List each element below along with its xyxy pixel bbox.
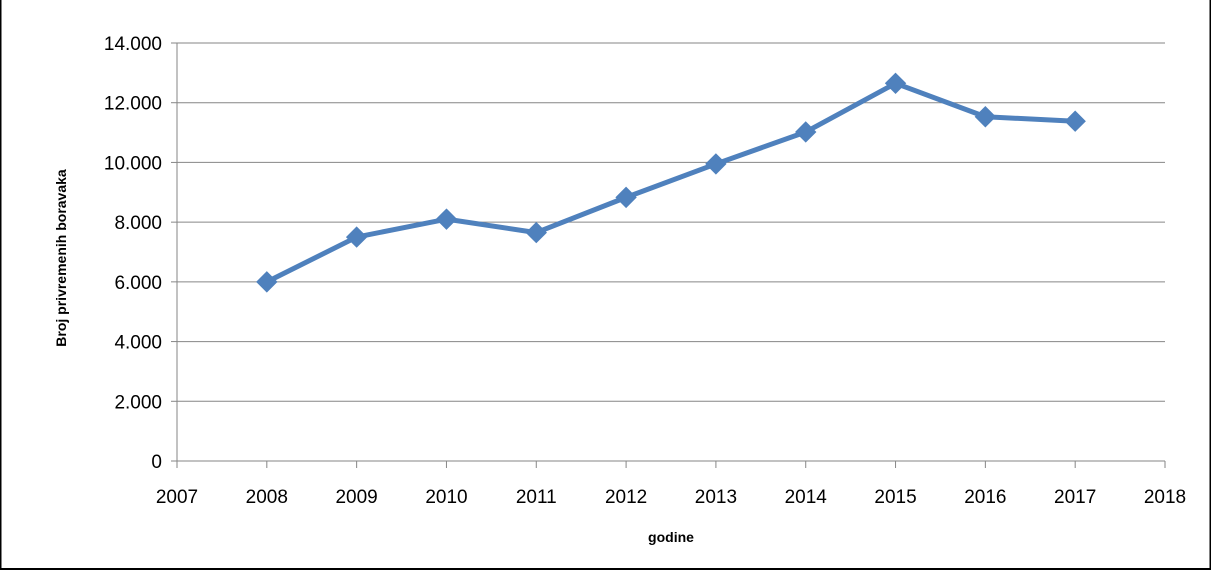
y-tick-label: 0 [151, 452, 162, 473]
x-tick-label: 2017 [1054, 487, 1096, 508]
x-tick-label: 2010 [425, 487, 467, 508]
data-point-marker [435, 208, 458, 230]
y-tick-label: 10.000 [104, 153, 162, 174]
y-tick-label: 14.000 [104, 34, 162, 55]
data-point-marker [795, 121, 817, 143]
data-point-marker [256, 271, 278, 293]
data-series [256, 72, 1086, 293]
x-tick-label: 2018 [1144, 487, 1186, 508]
x-axis-title: godine [648, 529, 694, 545]
data-point-marker [1064, 110, 1086, 132]
x-tick-label: 2013 [695, 487, 737, 508]
x-tick-label: 2008 [246, 487, 288, 508]
data-point-marker [345, 226, 368, 248]
y-axis-title: Broj privremenih boravaka [53, 169, 69, 347]
gridlines [177, 42, 1165, 402]
x-tick-label: 2012 [605, 487, 647, 508]
x-tick-label: 2014 [785, 487, 828, 508]
y-tick-label: 8.000 [114, 213, 162, 234]
x-tick-label: 2015 [874, 487, 916, 508]
y-tick-label: 12.000 [104, 94, 162, 115]
y-tick-label: 4.000 [114, 333, 162, 354]
y-tick-label: 6.000 [114, 273, 162, 294]
data-point-marker [615, 186, 637, 209]
data-point-marker [705, 153, 727, 175]
tick-labels: 0 2.000 4.000 6.000 8.000 10.000 12.000 14.000 2… [104, 34, 1186, 508]
series-line [265, 80, 1076, 285]
y-tick-label: 2.000 [114, 392, 162, 413]
data-point-marker [974, 106, 997, 128]
data-point-marker [525, 221, 547, 244]
data-point-marker [884, 72, 907, 95]
x-tick-label: 2007 [156, 487, 198, 508]
x-tick-label: 2009 [335, 487, 377, 508]
x-tick-label: 2011 [516, 487, 557, 508]
x-tick-label: 2016 [964, 487, 1006, 508]
